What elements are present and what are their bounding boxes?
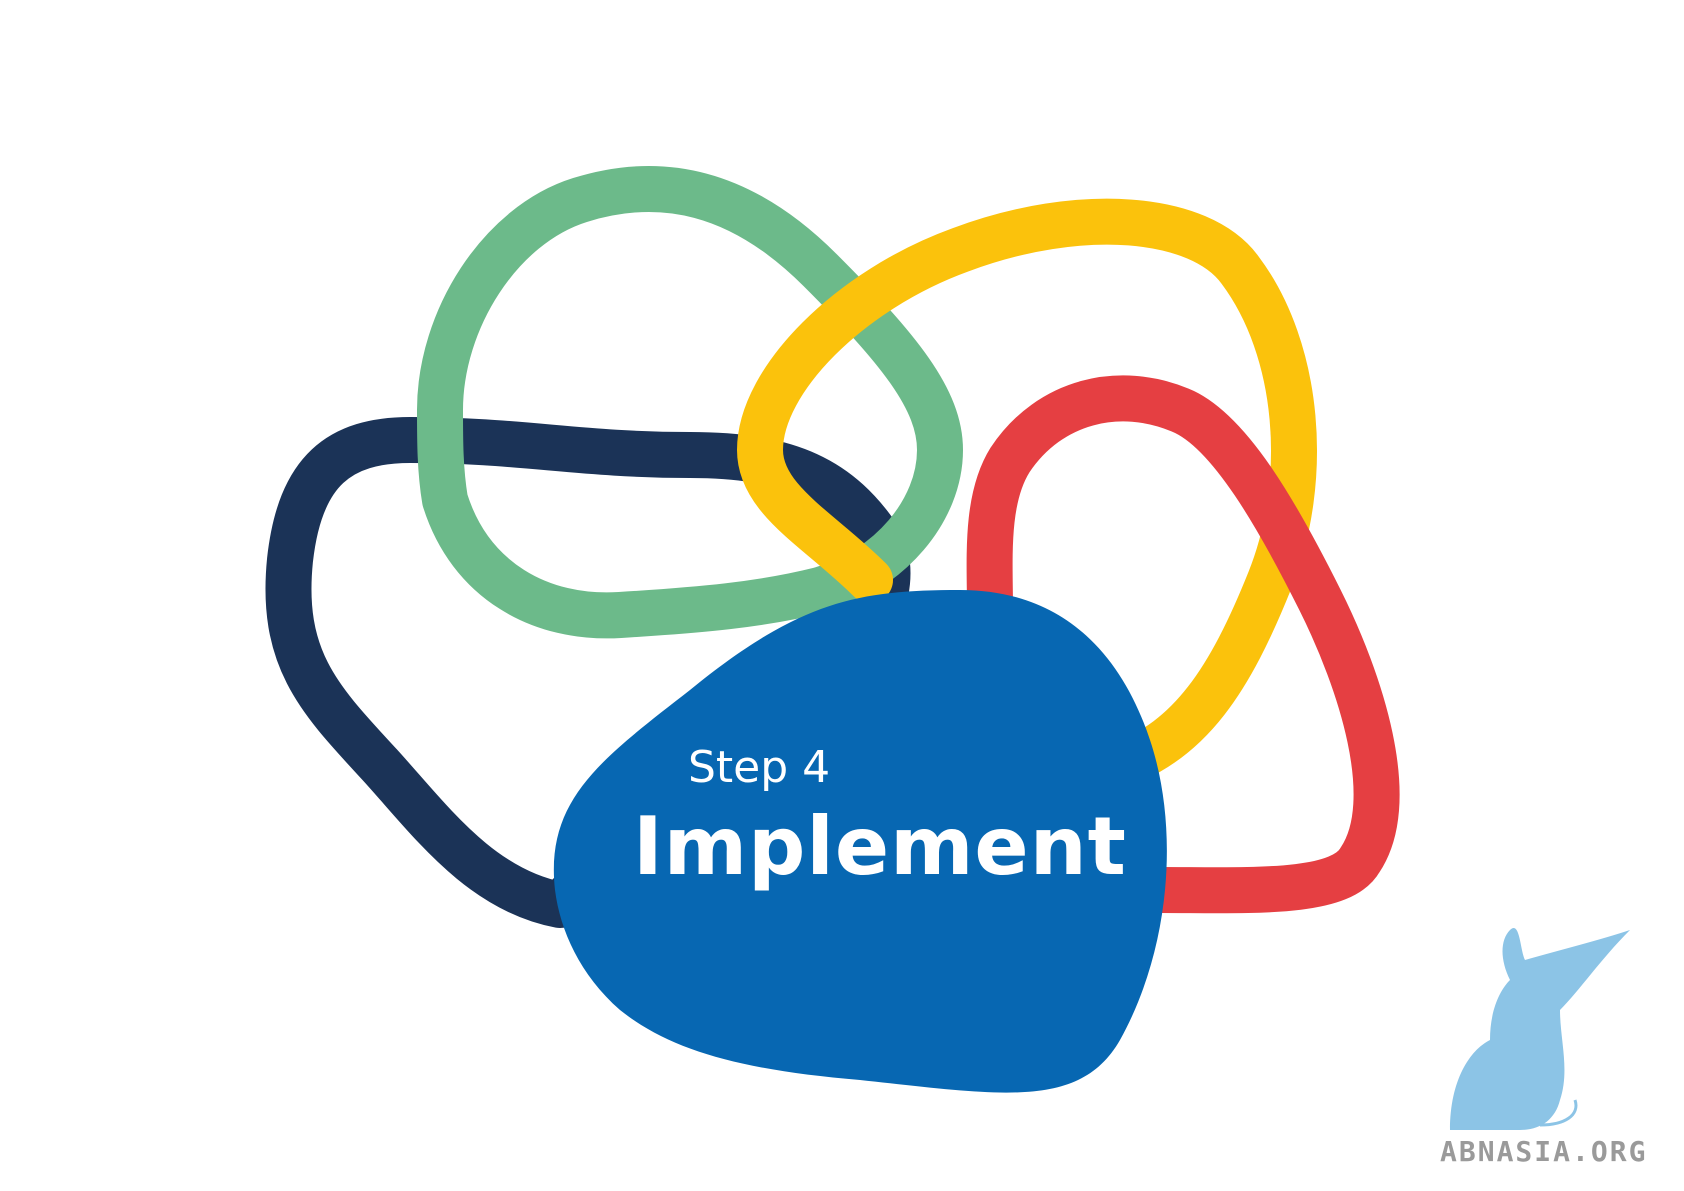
green-loop — [417, 165, 963, 639]
step-title: Implement — [633, 800, 1127, 893]
yellow-loop — [737, 198, 1317, 788]
step-blob — [553, 590, 1167, 1093]
red-loop — [966, 375, 1400, 914]
griffin-logo — [1450, 927, 1630, 1130]
watermark-text: ABNASIA.ORG — [1440, 1135, 1648, 1168]
step-number: Step 4 — [688, 742, 831, 793]
